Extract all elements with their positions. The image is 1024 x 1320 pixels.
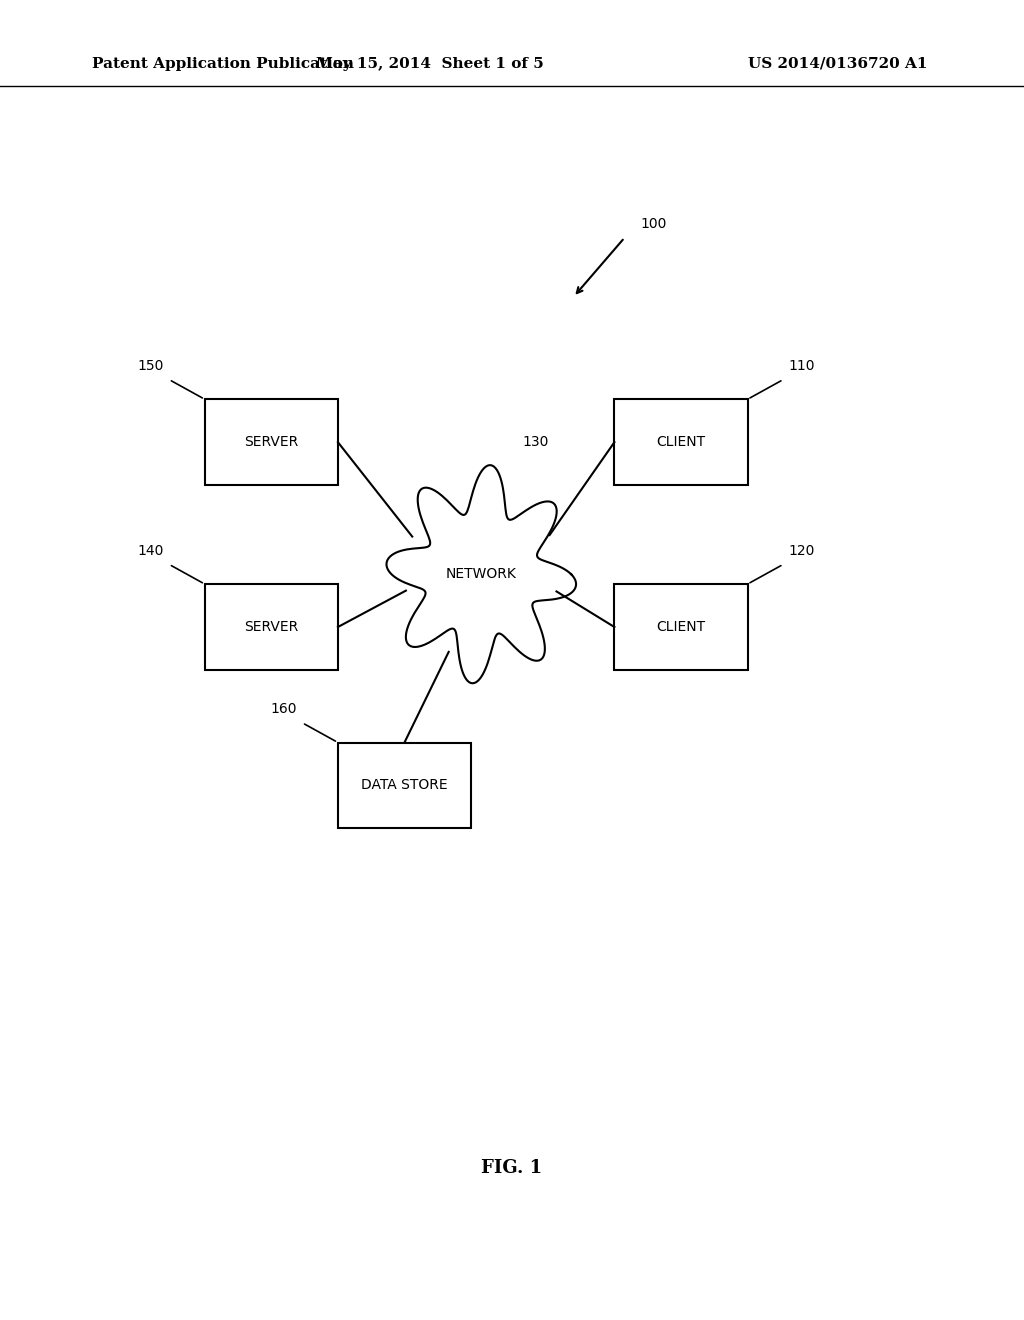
Bar <box>614 399 748 484</box>
Text: US 2014/0136720 A1: US 2014/0136720 A1 <box>748 57 927 71</box>
Text: Patent Application Publication: Patent Application Publication <box>92 57 354 71</box>
Text: FIG. 1: FIG. 1 <box>481 1159 543 1177</box>
Text: 150: 150 <box>137 359 164 372</box>
Text: DATA STORE: DATA STORE <box>361 779 447 792</box>
Bar <box>205 583 338 671</box>
Text: 130: 130 <box>522 434 549 449</box>
Text: CLIENT: CLIENT <box>656 620 706 634</box>
Text: 160: 160 <box>270 702 297 715</box>
Bar <box>614 583 748 671</box>
Text: 100: 100 <box>640 216 667 231</box>
Bar <box>338 742 471 829</box>
Text: CLIENT: CLIENT <box>656 436 706 449</box>
Text: May 15, 2014  Sheet 1 of 5: May 15, 2014 Sheet 1 of 5 <box>316 57 544 71</box>
Bar <box>205 399 338 484</box>
Text: 120: 120 <box>788 544 815 557</box>
Text: NETWORK: NETWORK <box>445 568 517 581</box>
Text: SERVER: SERVER <box>245 436 298 449</box>
Text: 110: 110 <box>788 359 815 372</box>
Text: 140: 140 <box>137 544 164 557</box>
Text: SERVER: SERVER <box>245 620 298 634</box>
